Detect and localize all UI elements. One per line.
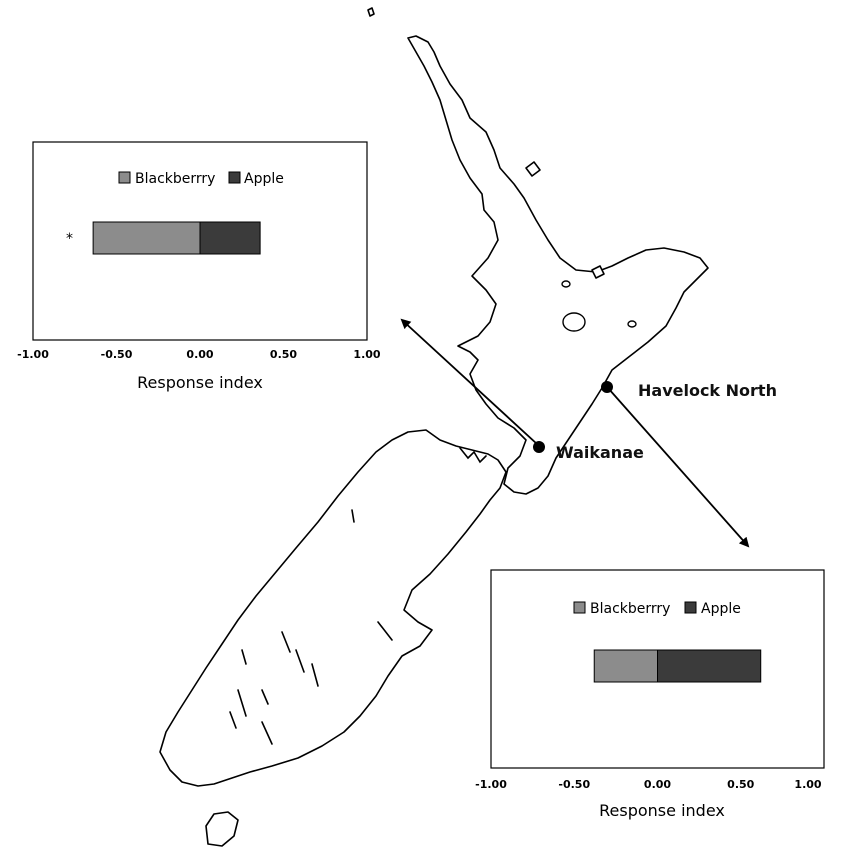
x-tick-label: 0.50: [270, 348, 297, 361]
x-tick-label: 1.00: [353, 348, 380, 361]
waikanae-label: Waikanae: [556, 443, 644, 462]
south-island-lake: [281, 631, 291, 653]
x-tick-label: 0.50: [727, 778, 754, 791]
south-island-lake: [311, 663, 319, 687]
havelock-north-marker: [601, 381, 613, 393]
lake: [627, 320, 637, 328]
legend-label-blackberry: Blackberrry: [590, 601, 670, 617]
south-island-lake: [351, 509, 355, 523]
south-island-lake: [229, 711, 237, 729]
bar-blackberry: [92, 221, 201, 255]
marlborough-sounds: [459, 447, 487, 464]
south-island-outline: [159, 429, 507, 787]
offshore-island: [367, 7, 375, 17]
havelock-north-label: Havelock North: [638, 381, 777, 400]
stewart-island-outline: [205, 811, 239, 847]
waikanae-marker: [533, 441, 545, 453]
x-axis-title: Response index: [599, 801, 725, 820]
legend-swatch-apple: [684, 601, 697, 614]
legend-label-blackberry: Blackberrry: [135, 171, 215, 187]
x-tick-label: -0.50: [101, 348, 133, 361]
arrow-to-waikanae-chart: [400, 318, 538, 445]
lake-taupo: [562, 312, 586, 332]
x-tick-label: 0.00: [644, 778, 671, 791]
south-island-lake: [241, 649, 247, 665]
legend-swatch-blackberry: [573, 601, 586, 614]
south-island-lake: [261, 721, 273, 745]
x-tick-label: -1.00: [17, 348, 49, 361]
x-axis-title: Response index: [137, 373, 263, 392]
x-tick-label: -1.00: [475, 778, 507, 791]
significance-asterisk: *: [66, 231, 73, 247]
bar-apple: [657, 649, 762, 683]
legend-swatch-blackberry: [118, 171, 131, 184]
x-tick-label: -0.50: [558, 778, 590, 791]
arrow-to-havelock-chart: [607, 387, 750, 548]
x-tick-label: 0.00: [186, 348, 213, 361]
offshore-island: [591, 265, 605, 279]
legend-label-apple: Apple: [701, 601, 741, 617]
south-island-lake: [377, 621, 393, 641]
legend-swatch-apple: [228, 171, 241, 184]
bar-apple: [199, 221, 261, 255]
south-island-lake: [237, 689, 247, 717]
lake: [561, 280, 571, 288]
north-island-outline: [407, 35, 709, 495]
south-island-lake: [295, 649, 305, 673]
x-tick-label: 1.00: [794, 778, 821, 791]
chart-panel-waikanae: Blackberrry Apple * -1.00 -0.50 0.00 0.5…: [17, 141, 381, 392]
chart-panel-havelock-north: Blackberrry Apple -1.00 -0.50 0.00 0.50 …: [475, 569, 825, 820]
south-island-lake: [261, 689, 269, 705]
bar-blackberry: [593, 649, 658, 683]
offshore-island: [525, 161, 541, 177]
legend-label-apple: Apple: [244, 171, 284, 187]
